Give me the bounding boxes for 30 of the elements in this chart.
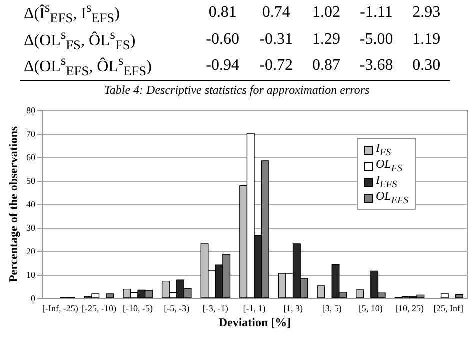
y-tick-label: 0 [31,294,36,304]
x-tick-label: [-25, -10) [82,304,116,314]
x-tick-label: [10, 25) [396,304,424,314]
y-tick-label: 20 [26,246,36,256]
x-tick-label: [1, 3) [284,304,304,314]
y-tick-label: 10 [26,270,36,280]
legend-label: OL$_{EFS}$ [376,189,409,207]
caption: Table 4: Descriptive statistics for approximation errors [103,82,371,98]
text: Δ(OL$^{s}$$_{EFS}$, ÔL$^{s}$$_{EFS}$) -0.94 -0.72 0.87 -3.68 0.30 [24,53,441,79]
x-tick-label: [-10, -5) [123,304,154,314]
text: Δ(Î$^{s}$$_{EFS}$, I$^{s}$$_{EFS}$) 0.81 0.74 1.02 -1.11 2.93 [24,0,441,26]
legend-label: OL$_{FS}$ [376,157,402,175]
x-axis-title: Deviation [%] [218,316,292,330]
x-tick-label: [-1, 1) [243,304,266,314]
text: Δ(OL$^{s}$$_{FS}$, ÔL$^{s}$$_{FS}$) -0.60 -0.31 1.29 -5.00 1.19 [24,26,441,52]
y-tick-label: 30 [26,223,36,233]
x-tick-label: [3, 5) [322,304,342,314]
x-tick-label: [-Inf, -25) [42,304,78,314]
x-tick-label: [5, 10) [358,304,383,314]
y-tick-label: 50 [26,176,36,186]
x-tick-label: [-3, -1) [202,304,228,314]
y-tick-label: 60 [26,152,36,162]
x-tick-label: [-5, -3) [164,304,190,314]
y-tick-label: 80 [26,106,36,116]
y-tick-label: 40 [26,200,36,210]
y-tick-label: 70 [26,129,36,139]
legend-label: I$_{FS}$ [376,141,392,159]
y-axis-title: Percentage of the observations [6,126,20,283]
legend-label: I$_{EFS}$ [376,173,398,191]
x-tick-label: [25, Inf] [434,304,464,314]
